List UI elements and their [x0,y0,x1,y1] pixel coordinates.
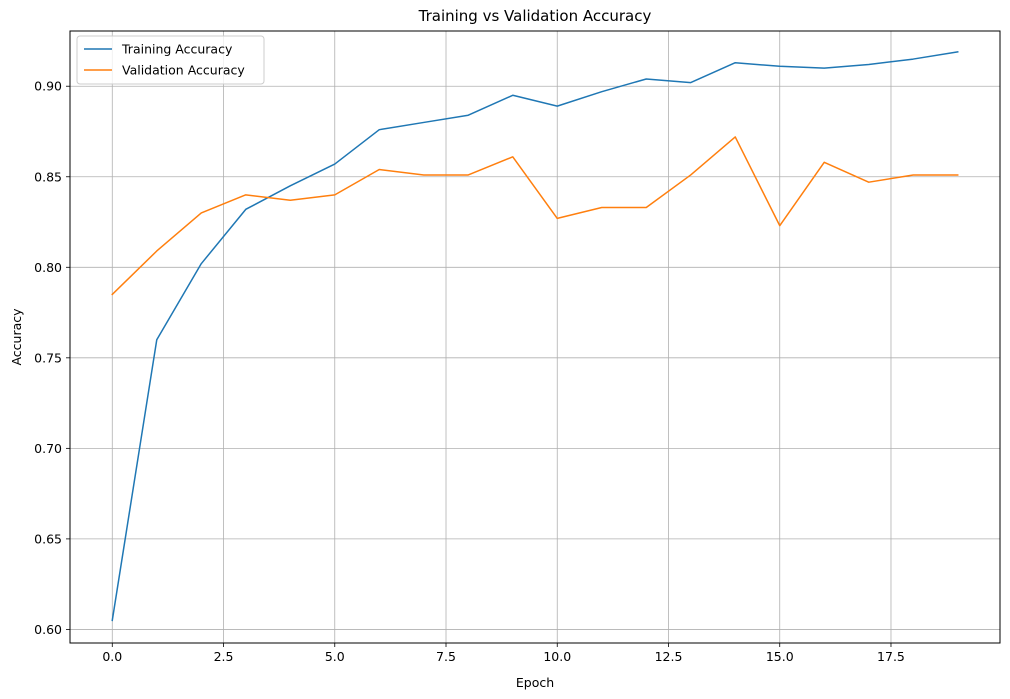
x-tick-label: 17.5 [877,649,905,664]
y-axis-label: Accuracy [9,308,24,366]
legend-label-validation: Validation Accuracy [122,63,245,78]
y-tick-label: 0.90 [34,79,62,94]
legend-label-training: Training Accuracy [121,42,233,57]
series-line-training [111,50,959,622]
plot-frame [69,30,1001,644]
y-axis: 0.60 0.65 0.70 0.75 0.80 0.85 0.90 [34,79,70,637]
grid [70,31,1000,643]
x-axis: 0.0 2.5 5.0 7.5 10.0 12.5 15.0 17.5 [102,643,905,664]
y-tick-label: 0.60 [34,622,62,637]
x-tick-label: 0.0 [102,649,122,664]
legend: Training Accuracy Validation Accuracy [76,35,265,85]
y-tick-label: 0.70 [34,441,62,456]
x-tick-label: 5.0 [325,649,345,664]
y-tick-label: 0.85 [34,169,62,184]
chart-title: Training vs Validation Accuracy [418,7,652,25]
x-axis-label: Epoch [516,675,554,690]
x-tick-label: 10.0 [543,649,571,664]
x-tick-label: 12.5 [655,649,683,664]
series-line-validation [111,136,959,296]
y-tick-label: 0.80 [34,260,62,275]
x-tick-label: 7.5 [436,649,456,664]
legend-box [76,35,265,85]
x-tick-label: 2.5 [214,649,234,664]
series-lines [111,50,959,622]
y-tick-label: 0.75 [34,350,62,365]
y-tick-label: 0.65 [34,531,62,546]
x-tick-label: 15.0 [766,649,794,664]
